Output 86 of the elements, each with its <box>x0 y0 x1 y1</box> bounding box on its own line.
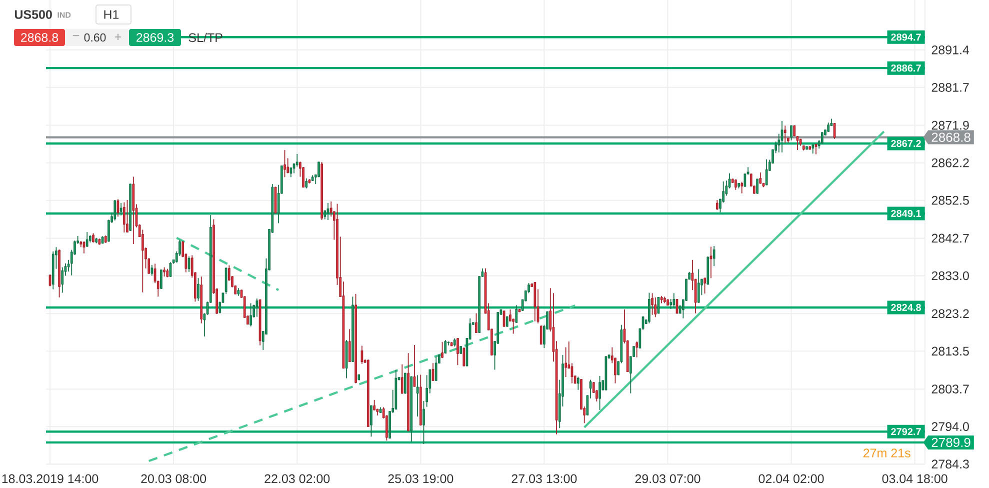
candlestick <box>61 266 64 294</box>
x-tick-label: 03.04 18:00 <box>882 474 948 484</box>
candlestick <box>444 340 447 354</box>
candlestick <box>790 124 792 141</box>
candlestick <box>784 125 786 144</box>
candlestick <box>710 246 712 279</box>
candlestick <box>197 278 200 302</box>
ref-line-label: 2894.7 <box>891 34 921 41</box>
candlestick <box>654 296 657 318</box>
candlestick <box>598 375 601 410</box>
candlestick <box>636 341 638 358</box>
annotation: 2869.3 <box>136 33 174 42</box>
candlestick <box>318 161 320 178</box>
annotation: 0.60 <box>84 33 106 42</box>
annotation: SL/TP <box>188 32 222 42</box>
candlestick <box>765 158 768 186</box>
candlestick <box>250 302 252 327</box>
y-tick-label: 2881.7 <box>932 82 969 92</box>
x-tick-label: 29.03 07:00 <box>635 474 700 484</box>
candlestick <box>150 264 154 276</box>
candlestick <box>373 399 376 411</box>
y-tick-label: 2803.7 <box>932 384 969 394</box>
candlestick <box>126 199 128 233</box>
candlestick <box>509 308 512 322</box>
candlestick <box>704 277 706 294</box>
candlestick <box>160 269 162 290</box>
candlestick <box>348 328 351 362</box>
candlestick <box>756 178 758 194</box>
x-tick-label: 02.04 02:00 <box>758 474 824 484</box>
candlestick <box>740 181 744 194</box>
candlestick <box>456 338 459 366</box>
candlestick <box>370 404 372 438</box>
annotation: − <box>72 35 80 36</box>
ref-line-label: 2886.7 <box>891 64 921 72</box>
y-tick-label: 2833.0 <box>932 271 969 280</box>
candlestick <box>697 268 700 304</box>
ref-line-label: 2868.8 <box>932 132 970 142</box>
ref-line-label: 2849.1 <box>891 210 922 218</box>
candlestick <box>540 325 542 346</box>
candlestick <box>434 356 438 382</box>
candlestick <box>648 292 650 324</box>
text: US500 <box>14 10 52 19</box>
candlestick <box>305 178 308 189</box>
ref-line-label: 2789.9 <box>932 438 970 448</box>
y-tick-label: 2862.2 <box>932 158 969 168</box>
x-tick-label: 27.03 13:00 <box>512 474 577 484</box>
x-tick-label: 25.03 19:00 <box>388 474 454 484</box>
x-tick-label: 20.03 08:00 <box>141 474 206 484</box>
candlestick <box>475 312 478 334</box>
annotation: 2868.8 <box>21 33 58 42</box>
candlestick <box>284 150 286 178</box>
candlestick <box>92 232 94 243</box>
candlestick <box>670 298 672 310</box>
annotation: + <box>114 34 122 40</box>
candlestick <box>462 347 466 367</box>
ref-line-label: 2824.8 <box>891 304 921 311</box>
candlestick <box>512 318 514 334</box>
candlestick <box>86 232 88 248</box>
candlestick <box>120 202 122 216</box>
x-tick-label: 18.03.2019 14:00 <box>2 474 98 484</box>
candlestick <box>651 292 654 316</box>
annotation: H1 <box>104 10 119 19</box>
y-tick-label: 2891.4 <box>932 45 970 54</box>
candlestick <box>441 341 444 359</box>
y-tick-label: 2871.9 <box>932 120 969 130</box>
annotation: 27m 21s <box>863 448 910 458</box>
candlestick <box>122 202 126 233</box>
candlestick <box>716 199 718 210</box>
x-tick-label: 22.03 02:00 <box>264 474 330 484</box>
candlestick <box>330 201 332 218</box>
y-tick-label: 2813.5 <box>932 346 969 356</box>
y-tick-label: 2784.3 <box>932 460 969 469</box>
y-tick-label: 2794.0 <box>932 422 969 432</box>
candlestick <box>515 304 518 324</box>
annotation: IND <box>58 12 71 18</box>
candlestick <box>672 292 676 309</box>
ref-line-label: 2792.7 <box>891 428 921 436</box>
candlestick <box>576 376 580 390</box>
y-tick-label: 2852.5 <box>932 196 969 205</box>
candlestick <box>114 199 116 221</box>
candlestick <box>163 266 166 277</box>
candlestick <box>827 122 830 132</box>
y-tick-label: 2823.2 <box>932 309 969 318</box>
ref-line-label: 2867.2 <box>891 140 921 148</box>
candlestick <box>400 364 404 394</box>
y-tick-label: 2842.7 <box>932 234 969 243</box>
